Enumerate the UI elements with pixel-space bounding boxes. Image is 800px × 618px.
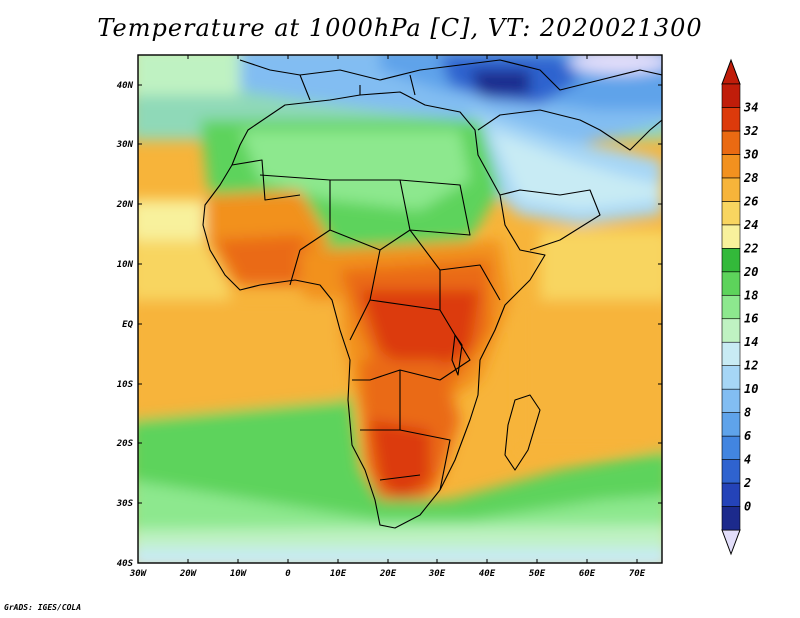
colorbar-segment: [721, 318, 741, 343]
colorbar-segment: [721, 224, 741, 249]
lat-tick-label: 20S: [116, 439, 134, 449]
grads-credit: GrADS: IGES/COLA: [4, 603, 82, 612]
colorbar-label: 12: [744, 359, 758, 373]
lat-tick-label: EQ: [122, 320, 133, 330]
colorbar-label: 18: [744, 288, 758, 302]
lon-tick-label: 0: [285, 569, 291, 579]
colorbar-segment: [721, 271, 741, 296]
lon-axis: 30W 20W 10W 0 10E 20E 30E 40E 50E 60E 70…: [129, 569, 646, 579]
colorbar-segment: [721, 83, 741, 108]
colorbar-label: 32: [743, 124, 758, 138]
map-title: Temperature at 1000hPa [C], VT: 20200213…: [97, 14, 703, 42]
colorbar-under-arrow: [721, 529, 741, 556]
colorbar-segment: [721, 482, 741, 507]
lat-tick-marks: [138, 84, 662, 504]
lon-tick-label: 10E: [330, 569, 347, 579]
colorbar-label: 30: [743, 147, 758, 161]
colorbar-over-arrow: [721, 58, 741, 85]
temperature-field: [138, 55, 662, 563]
colorbar-segment: [721, 294, 741, 320]
colorbar-label: 26: [743, 194, 758, 208]
lon-tick-label: 20E: [379, 569, 397, 579]
colorbar-segment: [721, 412, 741, 437]
colorbar-segment: [721, 154, 741, 179]
colorbar-segment: [721, 435, 741, 460]
lat-tick-label: 30S: [116, 499, 134, 509]
lon-tick-label: 50E: [529, 569, 546, 579]
lon-tick-label: 70E: [629, 569, 646, 579]
lat-axis: 40N 30N 20N 10N EQ 10S 20S 30S 40S: [116, 81, 134, 569]
lon-tick-label: 40E: [479, 569, 496, 579]
colorbar-label: 4: [744, 453, 751, 467]
colorbar-label: 22: [743, 241, 758, 255]
colorbar-segment: [721, 459, 741, 484]
colorbar-segment: [721, 248, 741, 273]
lat-tick-label: 40N: [117, 81, 134, 91]
lat-tick-label: 20N: [116, 200, 134, 210]
map-frame: [137, 54, 663, 564]
lat-tick-label: 10N: [117, 260, 134, 270]
colorbar-label: 16: [744, 312, 758, 326]
colorbar-segment: [721, 130, 741, 155]
colorbar-label: 0: [744, 500, 751, 514]
lon-tick-label: 30E: [428, 569, 446, 579]
colorbar-label: 2: [743, 476, 751, 490]
colorbar-segment: [721, 388, 741, 413]
colorbar-segment: [721, 341, 741, 366]
colorbar-label: 10: [744, 382, 758, 396]
colorbar-segment: [721, 107, 741, 132]
lon-tick-marks: [187, 55, 638, 563]
lon-tick-label: 10W: [230, 569, 248, 579]
colorbar-segment: [721, 177, 741, 202]
lon-tick-label: 60E: [579, 569, 596, 579]
colorbar-segment: [721, 201, 741, 226]
lon-tick-label: 30W: [129, 569, 148, 579]
lon-tick-label: 20W: [179, 569, 198, 579]
colorbar-segment: [721, 506, 741, 531]
colorbar-label: 28: [743, 171, 758, 185]
colorbar-label: 6: [744, 429, 751, 443]
lat-tick-label: 30N: [116, 140, 134, 150]
colorbar-label: 24: [743, 218, 758, 232]
colorbar-label: 34: [743, 100, 758, 114]
colorbar-segment: [721, 365, 741, 390]
lat-tick-label: 10S: [117, 380, 134, 390]
coastlines: [202, 59, 662, 529]
colorbar-label: 14: [744, 335, 758, 349]
colorbar-label: 8: [744, 406, 751, 420]
colorbar-label: 20: [743, 265, 758, 279]
lat-tick-label: 40S: [117, 559, 134, 569]
